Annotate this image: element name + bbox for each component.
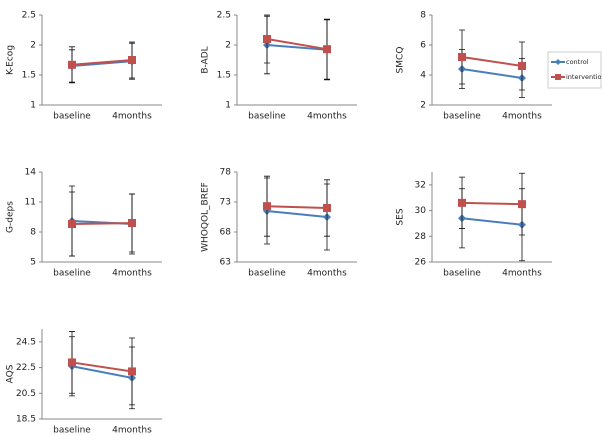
y-tick-label: 32	[415, 180, 426, 190]
marker	[68, 60, 76, 69]
marker	[128, 367, 136, 376]
x-tick-label: 4months	[112, 426, 152, 435]
x-tick-label: 4months	[112, 269, 152, 279]
y-tick-label: 1.5	[22, 71, 36, 81]
y-tick-label: 78	[220, 168, 232, 178]
marker	[263, 202, 271, 211]
marker	[518, 200, 526, 209]
x-tick-label: 4months	[112, 112, 152, 122]
y-tick-label: 28	[415, 232, 427, 242]
legend-marker	[555, 74, 561, 80]
y-axis-label: WHOQOL_BREF	[201, 182, 211, 252]
x-tick-label: baseline	[443, 269, 481, 279]
y-tick-label: 63	[220, 258, 231, 268]
series-line	[71, 361, 133, 373]
legend-label: control	[566, 58, 589, 66]
y-tick-label: 8	[420, 11, 426, 21]
x-tick-label: baseline	[53, 269, 91, 279]
y-tick-label: 26	[415, 258, 427, 268]
y-tick-label: 5	[30, 258, 36, 268]
marker	[263, 35, 271, 43]
series-line	[461, 68, 523, 79]
y-tick-label: 30	[415, 206, 427, 216]
series-line	[71, 60, 133, 67]
series-line	[266, 38, 328, 51]
y-tick-label: 1	[225, 101, 231, 111]
x-tick-label: baseline	[53, 112, 91, 122]
y-tick-label: 1	[30, 101, 36, 111]
y-tick-label: 2.5	[22, 11, 36, 21]
x-tick-label: 4months	[502, 112, 542, 122]
y-axis-label: B-ADL	[201, 46, 211, 73]
x-tick-label: 4months	[307, 269, 347, 279]
marker	[458, 53, 466, 61]
y-tick-label: 6	[420, 41, 426, 51]
y-tick-label: 14	[25, 168, 37, 178]
y-tick-label: 68	[220, 228, 232, 238]
legend-box	[547, 51, 602, 89]
legend-marker	[555, 59, 561, 65]
y-tick-label: 73	[220, 198, 231, 208]
marker	[128, 56, 136, 64]
marker	[68, 358, 76, 367]
marker	[128, 219, 136, 227]
x-tick-label: 4months	[502, 269, 542, 279]
series-line	[71, 59, 133, 66]
y-tick-label: 2	[420, 101, 426, 111]
y-tick-label: 2	[30, 41, 36, 51]
marker	[458, 198, 466, 207]
y-tick-label: 8	[30, 228, 36, 238]
y-axis-label: SES	[396, 208, 406, 225]
y-axis-label: AQS	[6, 364, 16, 383]
x-tick-label: baseline	[53, 426, 91, 435]
y-axis-label: G-deps	[6, 201, 16, 233]
marker	[323, 204, 331, 212]
y-tick-label: 18.5	[16, 415, 36, 425]
y-tick-label: 4	[420, 71, 426, 81]
series-line	[461, 56, 523, 67]
y-tick-label: 1.5	[217, 71, 231, 81]
series-line	[266, 44, 328, 51]
y-tick-label: 11	[25, 198, 36, 208]
marker	[518, 62, 526, 70]
y-tick-label: 20.5	[16, 389, 36, 399]
marker	[323, 45, 331, 54]
legend-label: intervention	[566, 73, 602, 81]
y-tick-label: 24.5	[16, 337, 36, 347]
series-line	[71, 365, 133, 379]
y-axis-label: K-Ecog	[6, 45, 16, 75]
x-tick-label: baseline	[248, 269, 286, 279]
series-line	[266, 210, 328, 218]
series-line	[266, 205, 328, 209]
y-tick-label: 22.5	[16, 363, 36, 373]
x-tick-label: baseline	[248, 112, 286, 122]
series-line	[71, 222, 133, 225]
series-line	[461, 217, 523, 226]
y-tick-label: 2.5	[217, 11, 231, 21]
marker	[68, 220, 76, 228]
y-tick-label: 2	[225, 41, 231, 51]
y-axis-label: SMCQ	[396, 47, 406, 74]
x-tick-label: 4months	[307, 112, 347, 122]
x-tick-label: baseline	[443, 112, 481, 122]
series-line	[461, 201, 523, 206]
